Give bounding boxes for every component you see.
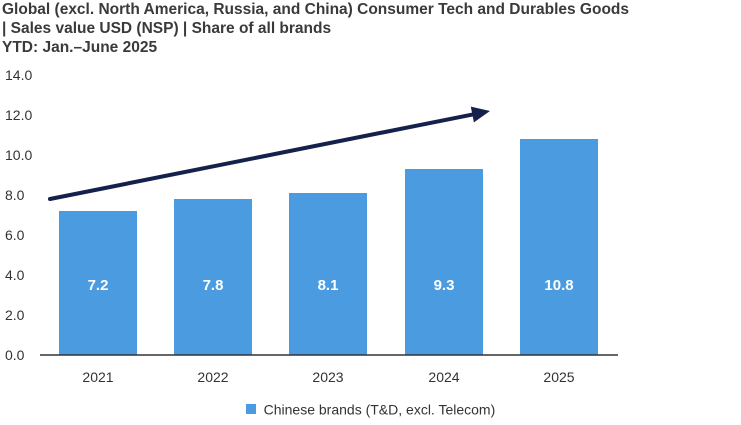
chart-title-line-1: Global (excl. North America, Russia, and… <box>2 1 630 18</box>
bar-2025 <box>520 139 598 355</box>
data-label-2021: 7.2 <box>88 277 109 294</box>
bar-2021 <box>59 211 137 355</box>
x-tick-label-2023: 2023 <box>312 369 343 385</box>
trend-arrow-line <box>48 111 480 201</box>
chart-title-line-3: YTD: Jan.–June 2025 <box>2 39 158 56</box>
legend: Chinese brands (T&D, excl. Telecom) <box>0 400 741 417</box>
y-tick-label: 10.0 <box>5 147 32 163</box>
chart-title: Global (excl. North America, Russia, and… <box>2 0 737 57</box>
y-tick-label: 6.0 <box>5 227 25 243</box>
y-tick-label: 12.0 <box>5 107 32 123</box>
data-label-2022: 7.8 <box>203 277 224 294</box>
y-tick-label: 4.0 <box>5 267 25 283</box>
y-tick-label: 8.0 <box>5 187 25 203</box>
bar-2024 <box>405 169 483 355</box>
data-label-2023: 8.1 <box>318 277 339 294</box>
x-tick-label-2025: 2025 <box>543 369 574 385</box>
x-tick-label-2021: 2021 <box>82 369 113 385</box>
x-tick-label-2024: 2024 <box>428 369 459 385</box>
data-label-2025: 10.8 <box>544 277 573 294</box>
x-tick-label-2022: 2022 <box>197 369 228 385</box>
trend-arrow-head <box>470 106 490 123</box>
legend-swatch <box>245 404 256 415</box>
chart-title-line-2: | Sales value USD (NSP) | Share of all b… <box>2 20 332 37</box>
legend-label: Chinese brands (T&D, excl. Telecom) <box>263 401 496 418</box>
y-tick-label: 14.0 <box>5 67 32 83</box>
bar-2022 <box>174 199 252 355</box>
y-tick-label: 0.0 <box>5 347 25 363</box>
bar-2023 <box>289 193 367 355</box>
data-label-2024: 9.3 <box>434 277 455 294</box>
y-tick-label: 2.0 <box>5 307 25 323</box>
